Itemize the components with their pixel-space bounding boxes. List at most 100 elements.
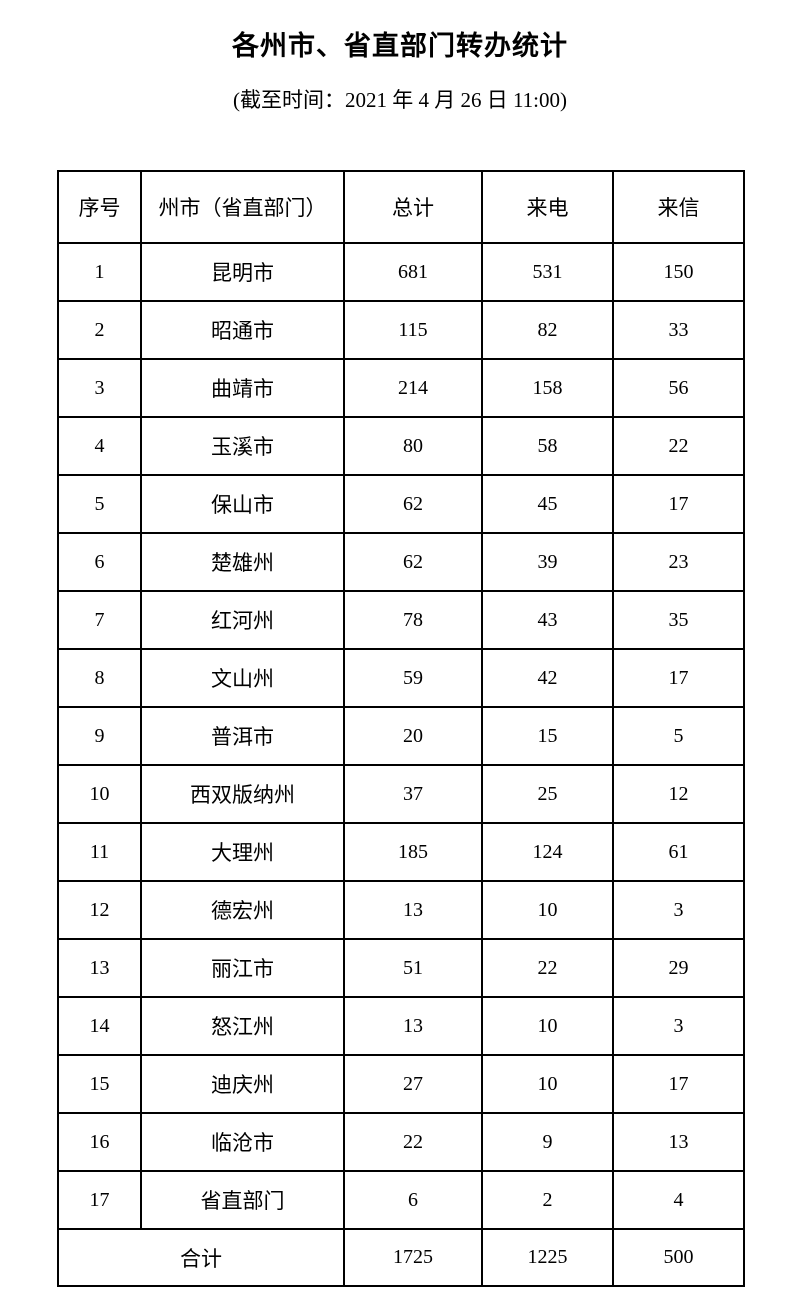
table-row: 5 保山市 62 45 17	[57, 474, 745, 534]
cell-total: 27	[343, 1054, 483, 1114]
cell-letters: 56	[612, 358, 745, 418]
cell-total: 115	[343, 300, 483, 360]
cell-no: 10	[57, 764, 142, 824]
cell-calls: 15	[481, 706, 614, 766]
cell-total: 22	[343, 1112, 483, 1172]
cell-no: 15	[57, 1054, 142, 1114]
cell-calls: 10	[481, 880, 614, 940]
cell-no: 13	[57, 938, 142, 998]
cell-calls: 82	[481, 300, 614, 360]
header-total: 总计	[343, 170, 483, 244]
total-row: 合计 1725 1225 500	[57, 1228, 745, 1287]
cell-calls: 531	[481, 242, 614, 302]
cell-no: 2	[57, 300, 142, 360]
cell-letters: 4	[612, 1170, 745, 1230]
cell-name: 大理州	[140, 822, 345, 882]
cell-no: 9	[57, 706, 142, 766]
header-no: 序号	[57, 170, 142, 244]
table-row: 17 省直部门 6 2 4	[57, 1170, 745, 1230]
cell-name: 普洱市	[140, 706, 345, 766]
header-name: 州市（省直部门）	[140, 170, 345, 244]
page-subtitle: (截至时间：2021 年 4 月 26 日 11:00)	[232, 88, 568, 112]
cell-letters: 17	[612, 648, 745, 708]
cell-calls: 10	[481, 996, 614, 1056]
table-row: 15 迪庆州 27 10 17	[57, 1054, 745, 1114]
cell-no: 5	[57, 474, 142, 534]
cell-no: 6	[57, 532, 142, 592]
cell-total: 37	[343, 764, 483, 824]
cell-total: 214	[343, 358, 483, 418]
cell-letters: 61	[612, 822, 745, 882]
total-cell-letters: 500	[612, 1228, 745, 1287]
table-row: 9 普洱市 20 15 5	[57, 706, 745, 766]
cell-calls: 43	[481, 590, 614, 650]
cell-name: 迪庆州	[140, 1054, 345, 1114]
cell-name: 省直部门	[140, 1170, 345, 1230]
table-row: 6 楚雄州 62 39 23	[57, 532, 745, 592]
cell-total: 13	[343, 996, 483, 1056]
cell-name: 玉溪市	[140, 416, 345, 476]
cell-calls: 45	[481, 474, 614, 534]
header-calls: 来电	[481, 170, 614, 244]
table-row: 13 丽江市 51 22 29	[57, 938, 745, 998]
cell-calls: 42	[481, 648, 614, 708]
cell-no: 12	[57, 880, 142, 940]
cell-calls: 158	[481, 358, 614, 418]
cell-calls: 124	[481, 822, 614, 882]
cell-letters: 3	[612, 996, 745, 1056]
cell-name: 保山市	[140, 474, 345, 534]
cell-name: 丽江市	[140, 938, 345, 998]
cell-no: 8	[57, 648, 142, 708]
table-row: 14 怒江州 13 10 3	[57, 996, 745, 1056]
cell-calls: 58	[481, 416, 614, 476]
cell-no: 7	[57, 590, 142, 650]
cell-total: 681	[343, 242, 483, 302]
cell-letters: 150	[612, 242, 745, 302]
cell-letters: 5	[612, 706, 745, 766]
cell-letters: 13	[612, 1112, 745, 1172]
cell-no: 3	[57, 358, 142, 418]
cell-letters: 22	[612, 416, 745, 476]
cell-no: 16	[57, 1112, 142, 1172]
cell-no: 1	[57, 242, 142, 302]
cell-name: 西双版纳州	[140, 764, 345, 824]
table-row: 12 德宏州 13 10 3	[57, 880, 745, 940]
cell-total: 185	[343, 822, 483, 882]
table-row: 10 西双版纳州 37 25 12	[57, 764, 745, 824]
cell-total: 51	[343, 938, 483, 998]
header-letters: 来信	[612, 170, 745, 244]
cell-letters: 17	[612, 474, 745, 534]
cell-letters: 35	[612, 590, 745, 650]
cell-calls: 22	[481, 938, 614, 998]
cell-total: 59	[343, 648, 483, 708]
cell-total: 62	[343, 474, 483, 534]
cell-name: 文山州	[140, 648, 345, 708]
cell-no: 4	[57, 416, 142, 476]
cell-no: 11	[57, 822, 142, 882]
cell-name: 临沧市	[140, 1112, 345, 1172]
cell-letters: 3	[612, 880, 745, 940]
total-label: 合计	[57, 1228, 345, 1287]
page-title: 各州市、省直部门转办统计	[232, 31, 568, 61]
cell-name: 红河州	[140, 590, 345, 650]
cell-calls: 10	[481, 1054, 614, 1114]
cell-no: 17	[57, 1170, 142, 1230]
cell-letters: 23	[612, 532, 745, 592]
table-row: 1 昆明市 681 531 150	[57, 242, 745, 302]
cell-name: 曲靖市	[140, 358, 345, 418]
header-row: 序号 州市（省直部门） 总计 来电 来信	[57, 170, 745, 244]
cell-calls: 2	[481, 1170, 614, 1230]
cell-name: 楚雄州	[140, 532, 345, 592]
cell-total: 80	[343, 416, 483, 476]
cell-no: 14	[57, 996, 142, 1056]
cell-calls: 39	[481, 532, 614, 592]
cell-name: 德宏州	[140, 880, 345, 940]
table-row: 4 玉溪市 80 58 22	[57, 416, 745, 476]
cell-total: 78	[343, 590, 483, 650]
cell-name: 昭通市	[140, 300, 345, 360]
cell-total: 20	[343, 706, 483, 766]
table-row: 8 文山州 59 42 17	[57, 648, 745, 708]
total-cell-calls: 1225	[481, 1228, 614, 1287]
total-cell-total: 1725	[343, 1228, 483, 1287]
cell-letters: 17	[612, 1054, 745, 1114]
